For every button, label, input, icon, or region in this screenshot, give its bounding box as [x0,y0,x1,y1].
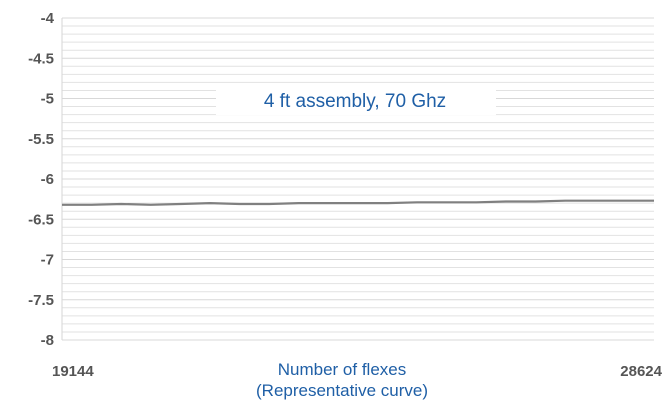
x-tick-labels: 19144 28624 [52,363,663,380]
y-tick-label: -6 [41,171,54,188]
y-tick-label: -7 [41,252,54,269]
grid-lines [62,17,654,341]
y-tick-label: -4.5 [28,50,54,67]
y-tick-label: -7.5 [28,292,54,309]
chart-annotation: 4 ft assembly, 70 Ghz [264,91,446,112]
x-tick-label: 28624 [620,363,662,380]
y-tick-labels: -4 -4.5 -5 -5.5 -6 -6.5 -7 -7.5 -8 [28,10,55,349]
y-tick-label: -6.5 [28,211,54,228]
x-axis-label-line-1: Number of flexes [278,360,407,379]
annotation-background [216,85,496,115]
y-tick-label: -5.5 [28,131,54,148]
x-axis-label-line-2: (Representative curve) [256,381,428,400]
x-tick-label: 19144 [52,363,94,380]
series-layer [62,199,654,206]
y-tick-label: -4 [41,10,55,27]
y-tick-label: -8 [41,332,54,349]
y-tick-label: -5 [41,91,54,108]
series-line [62,199,654,206]
